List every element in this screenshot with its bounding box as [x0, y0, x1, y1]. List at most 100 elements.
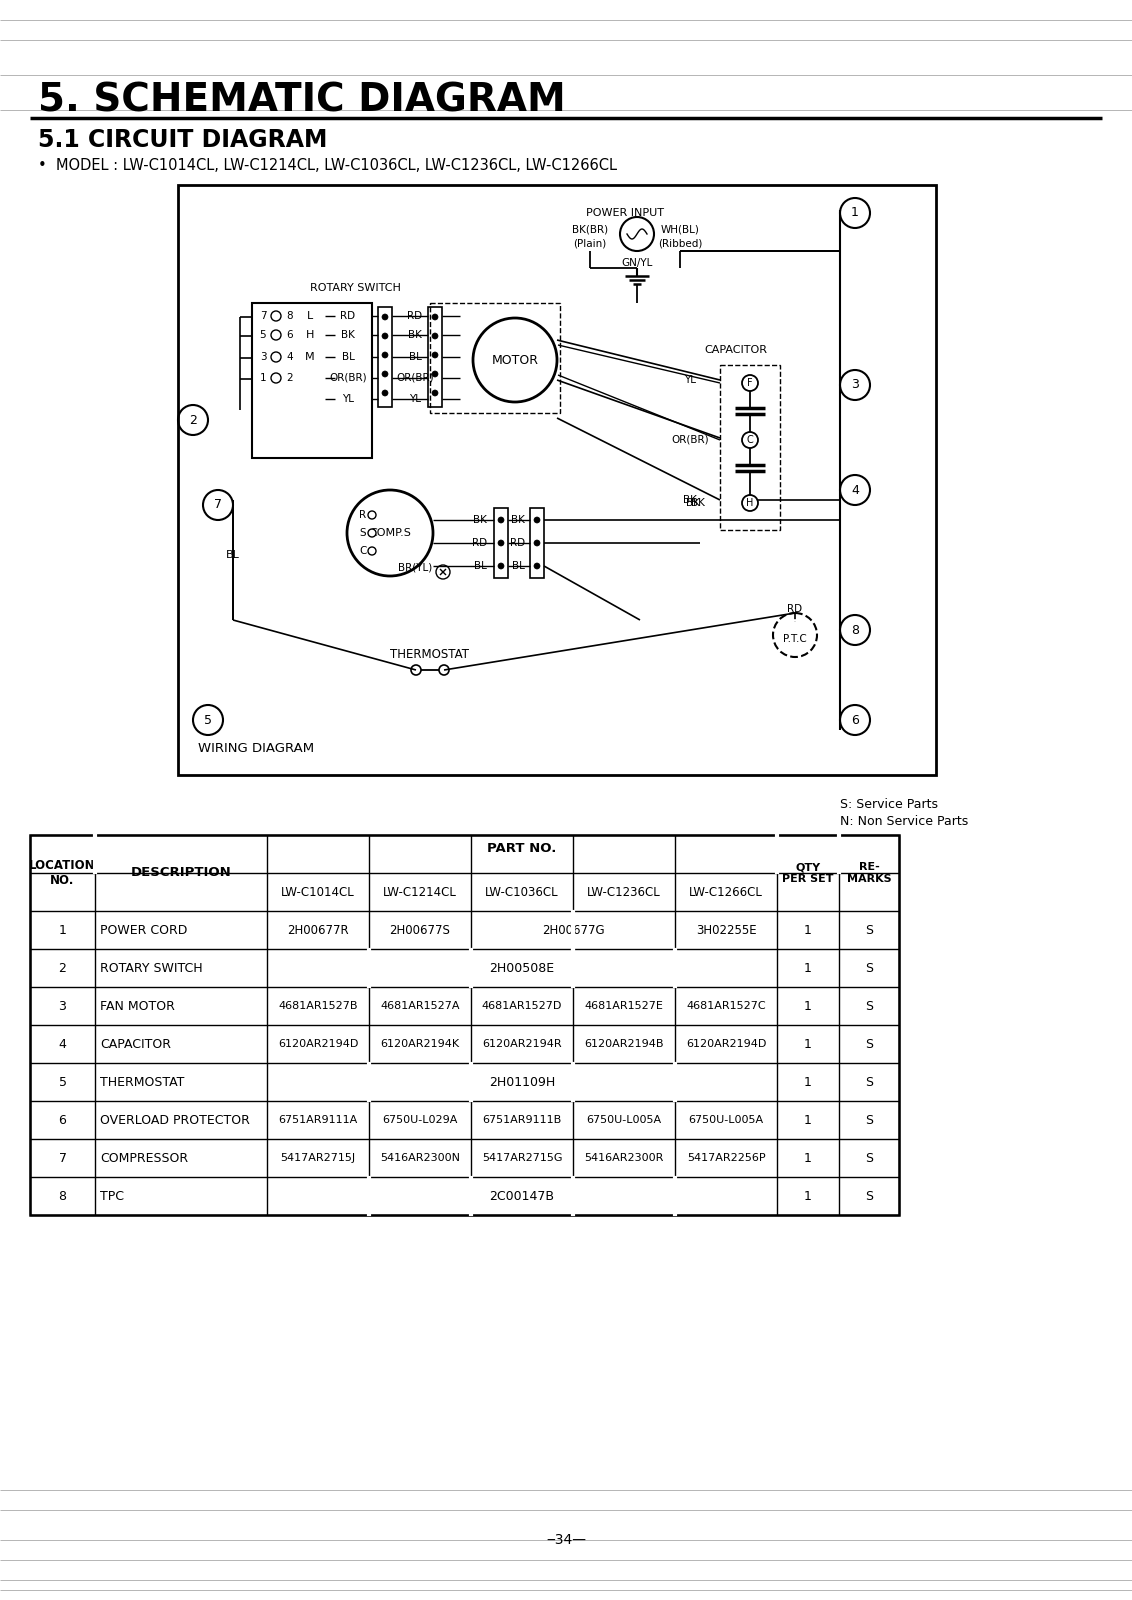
Text: OR(BR): OR(BR) — [671, 435, 709, 445]
Text: 2: 2 — [59, 962, 67, 974]
Text: BK: BK — [473, 515, 487, 525]
Text: 2H00677S: 2H00677S — [389, 923, 451, 936]
Text: BL: BL — [342, 352, 354, 362]
Bar — [428, 307, 441, 406]
Text: 1: 1 — [804, 1075, 812, 1088]
Text: S: S — [865, 1075, 873, 1088]
Text: OVERLOAD PROTECTOR: OVERLOAD PROTECTOR — [100, 1114, 250, 1126]
Text: FAN MOTOR: FAN MOTOR — [100, 1000, 174, 1013]
Text: 4: 4 — [851, 483, 859, 496]
Text: 6750U-L005A: 6750U-L005A — [586, 1115, 661, 1125]
Bar — [252, 302, 372, 458]
Text: RE-
MARKS: RE- MARKS — [847, 862, 891, 883]
Text: S: S — [865, 923, 873, 936]
Text: 6120AR2194D: 6120AR2194D — [686, 1038, 766, 1050]
Text: 5416AR2300R: 5416AR2300R — [584, 1154, 663, 1163]
Text: (Ribbed): (Ribbed) — [658, 238, 702, 248]
Text: COMP.S: COMP.S — [369, 528, 411, 538]
Text: RD: RD — [408, 310, 422, 322]
Text: N: Non Service Parts: N: Non Service Parts — [840, 814, 968, 829]
Text: 5: 5 — [259, 330, 266, 341]
Text: 2H00677G: 2H00677G — [542, 923, 604, 936]
Text: BL: BL — [512, 562, 524, 571]
Text: WIRING DIAGRAM: WIRING DIAGRAM — [198, 742, 314, 755]
Text: P.T.C: P.T.C — [783, 634, 807, 643]
Bar — [720, 365, 780, 530]
Text: OR(BR): OR(BR) — [329, 373, 367, 382]
Text: 7: 7 — [259, 310, 266, 322]
Text: LOCATION
NO.: LOCATION NO. — [29, 859, 96, 886]
Text: 6751AR9111B: 6751AR9111B — [482, 1115, 561, 1125]
Circle shape — [381, 390, 388, 395]
Text: 6120AR2194R: 6120AR2194R — [482, 1038, 561, 1050]
Text: YL: YL — [409, 394, 421, 403]
Circle shape — [271, 352, 281, 362]
Text: 3: 3 — [259, 352, 266, 362]
Text: BK: BK — [692, 498, 705, 509]
Text: 2C00147B: 2C00147B — [489, 1189, 555, 1203]
Text: 6120AR2194B: 6120AR2194B — [584, 1038, 663, 1050]
Text: 6120AR2194D: 6120AR2194D — [277, 1038, 358, 1050]
Text: H: H — [746, 498, 754, 509]
Text: BK(BR): BK(BR) — [572, 226, 608, 235]
Bar — [178, 186, 936, 774]
Text: 6120AR2194K: 6120AR2194K — [380, 1038, 460, 1050]
Circle shape — [381, 371, 388, 378]
Text: BR(YL): BR(YL) — [397, 563, 432, 573]
Text: 2H00677R: 2H00677R — [288, 923, 349, 936]
Circle shape — [432, 390, 438, 395]
Text: 6: 6 — [286, 330, 293, 341]
Text: BK: BK — [341, 330, 355, 341]
Text: 6750U-L005A: 6750U-L005A — [688, 1115, 764, 1125]
Text: ROTARY SWITCH: ROTARY SWITCH — [100, 962, 203, 974]
Circle shape — [368, 510, 376, 518]
Circle shape — [432, 371, 438, 378]
Circle shape — [432, 333, 438, 339]
Text: ROTARY SWITCH: ROTARY SWITCH — [309, 283, 401, 293]
Text: CAPACITOR: CAPACITOR — [704, 346, 767, 355]
Text: 4681AR1527D: 4681AR1527D — [482, 1002, 563, 1011]
Circle shape — [271, 310, 281, 322]
Text: 3: 3 — [851, 379, 859, 392]
Text: 1: 1 — [804, 1037, 812, 1051]
Bar — [378, 307, 392, 406]
Text: S: S — [865, 962, 873, 974]
Text: 6750U-L029A: 6750U-L029A — [383, 1115, 457, 1125]
Text: 5417AR2715J: 5417AR2715J — [281, 1154, 355, 1163]
Text: LW-C1036CL: LW-C1036CL — [486, 885, 559, 899]
Text: 8: 8 — [851, 624, 859, 637]
Text: 1: 1 — [804, 923, 812, 936]
Text: S: Service Parts: S: Service Parts — [840, 798, 938, 811]
Text: 4: 4 — [59, 1037, 67, 1051]
Text: 1: 1 — [804, 1189, 812, 1203]
Text: 5416AR2300N: 5416AR2300N — [380, 1154, 460, 1163]
Circle shape — [381, 314, 388, 320]
Text: 4681AR1527C: 4681AR1527C — [686, 1002, 766, 1011]
Circle shape — [534, 563, 540, 570]
Circle shape — [498, 517, 504, 523]
Text: LW-C1214CL: LW-C1214CL — [383, 885, 457, 899]
Text: 8: 8 — [286, 310, 293, 322]
Text: 1: 1 — [59, 923, 67, 936]
Text: 1: 1 — [851, 206, 859, 219]
Text: BL: BL — [226, 550, 240, 560]
Text: LW-C1266CL: LW-C1266CL — [689, 885, 763, 899]
Text: 4681AR1527B: 4681AR1527B — [278, 1002, 358, 1011]
Text: YL: YL — [342, 394, 354, 403]
Text: OR(BR): OR(BR) — [396, 373, 434, 382]
Text: (Plain): (Plain) — [574, 238, 607, 248]
Text: 5. SCHEMATIC DIAGRAM: 5. SCHEMATIC DIAGRAM — [38, 82, 566, 120]
Text: S: S — [865, 1037, 873, 1051]
Text: POWER CORD: POWER CORD — [100, 923, 188, 936]
Text: RD: RD — [511, 538, 525, 547]
Text: QTY
PER SET: QTY PER SET — [782, 862, 834, 883]
Circle shape — [534, 517, 540, 523]
Text: 1: 1 — [804, 1152, 812, 1165]
Text: RD: RD — [341, 310, 355, 322]
Text: 3: 3 — [59, 1000, 67, 1013]
Text: 7: 7 — [59, 1152, 67, 1165]
Text: 5: 5 — [59, 1075, 67, 1088]
Text: MOTOR: MOTOR — [491, 354, 539, 366]
Text: 1: 1 — [804, 1000, 812, 1013]
Text: PART NO.: PART NO. — [487, 842, 557, 854]
